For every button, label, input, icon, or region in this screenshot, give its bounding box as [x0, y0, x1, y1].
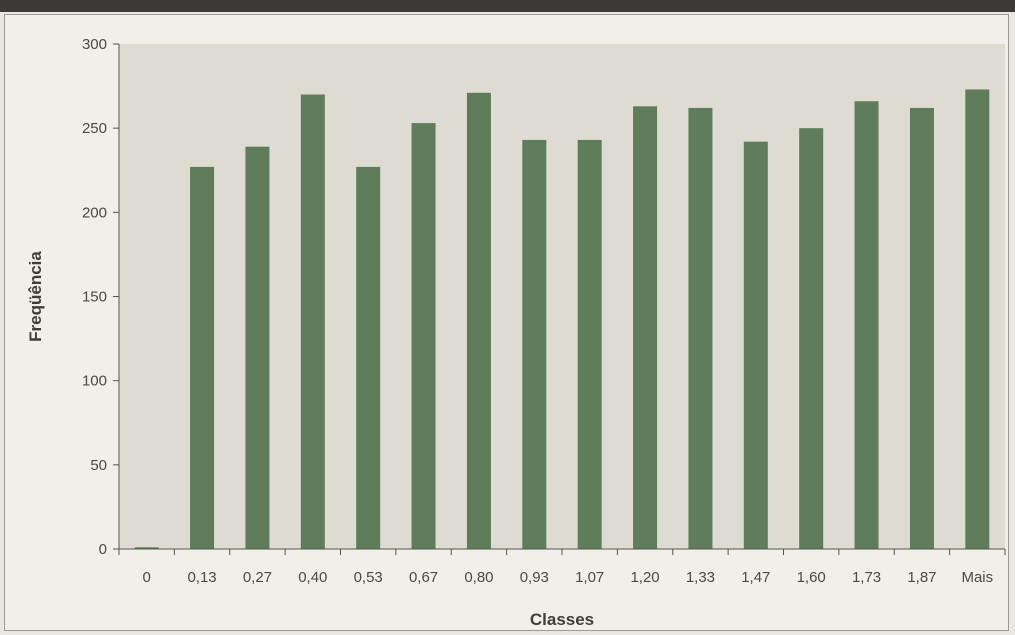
bar-12 — [799, 128, 824, 549]
x-axis-title: Classes — [530, 610, 594, 629]
x-tick-label-7: 0,93 — [520, 569, 549, 586]
y-tick-label-0: 0 — [99, 541, 107, 558]
y-tick-label-2: 100 — [82, 373, 107, 390]
axes-group — [113, 43, 1006, 555]
bar-3 — [300, 94, 325, 549]
top-border-bar — [0, 0, 1015, 12]
y-tick-label-5: 250 — [82, 120, 107, 137]
x-tick-label-12: 1,60 — [797, 569, 826, 586]
y-axis-title: Freqüência — [26, 251, 45, 342]
x-tick-label-0: 0 — [143, 569, 151, 586]
x-tick-labels: 0 0,13 0,27 0,40 0,53 0,67 0,80 0,93 1,07 1,20 1,3… — [143, 569, 994, 586]
x-tick-label-6: 0,80 — [464, 569, 493, 586]
y-tick-labels: 0 50 100 150 200 250 300 — [82, 36, 107, 558]
x-tick-label-5: 0,67 — [409, 569, 438, 586]
x-tick-label-4: 0,53 — [354, 569, 383, 586]
bars-group — [134, 89, 990, 550]
y-tick-label-3: 150 — [82, 289, 107, 306]
y-tick-label-4: 200 — [82, 204, 107, 221]
bar-4 — [356, 166, 381, 549]
bar-8 — [577, 139, 602, 549]
bar-11 — [743, 141, 768, 549]
bar-10 — [688, 107, 713, 549]
bar-13 — [854, 101, 879, 549]
x-tick-label-15: Mais — [961, 569, 993, 586]
x-tick-label-14: 1,87 — [907, 569, 936, 586]
chart-frame: 0 50 100 150 200 250 300 0 0,13 0,27 0,40 0,53 0,67… — [4, 14, 1009, 631]
x-tick-label-2: 0,27 — [243, 569, 272, 586]
x-tick-label-13: 1,73 — [852, 569, 881, 586]
bar-5 — [411, 123, 436, 549]
y-tick-label-6: 300 — [82, 36, 107, 53]
x-tick-label-9: 1,20 — [630, 569, 659, 586]
bar-9 — [633, 106, 658, 550]
x-tick-label-11: 1,47 — [741, 569, 770, 586]
bar-1 — [190, 166, 215, 549]
x-tick-label-1: 0,13 — [187, 569, 216, 586]
frequency-histogram-chart: 0 50 100 150 200 250 300 0 0,13 0,27 0,40 0,53 0,67… — [26, 36, 1006, 629]
x-tick-label-10: 1,33 — [686, 569, 715, 586]
bar-2 — [245, 146, 270, 549]
x-tick-label-3: 0,40 — [298, 569, 327, 586]
x-tick-label-8: 1,07 — [575, 569, 604, 586]
bar-15 — [965, 89, 990, 549]
bar-6 — [466, 92, 491, 550]
y-tick-label-1: 50 — [90, 457, 107, 474]
bar-0 — [134, 547, 159, 549]
bar-14 — [909, 107, 934, 549]
bar-7 — [522, 139, 547, 549]
